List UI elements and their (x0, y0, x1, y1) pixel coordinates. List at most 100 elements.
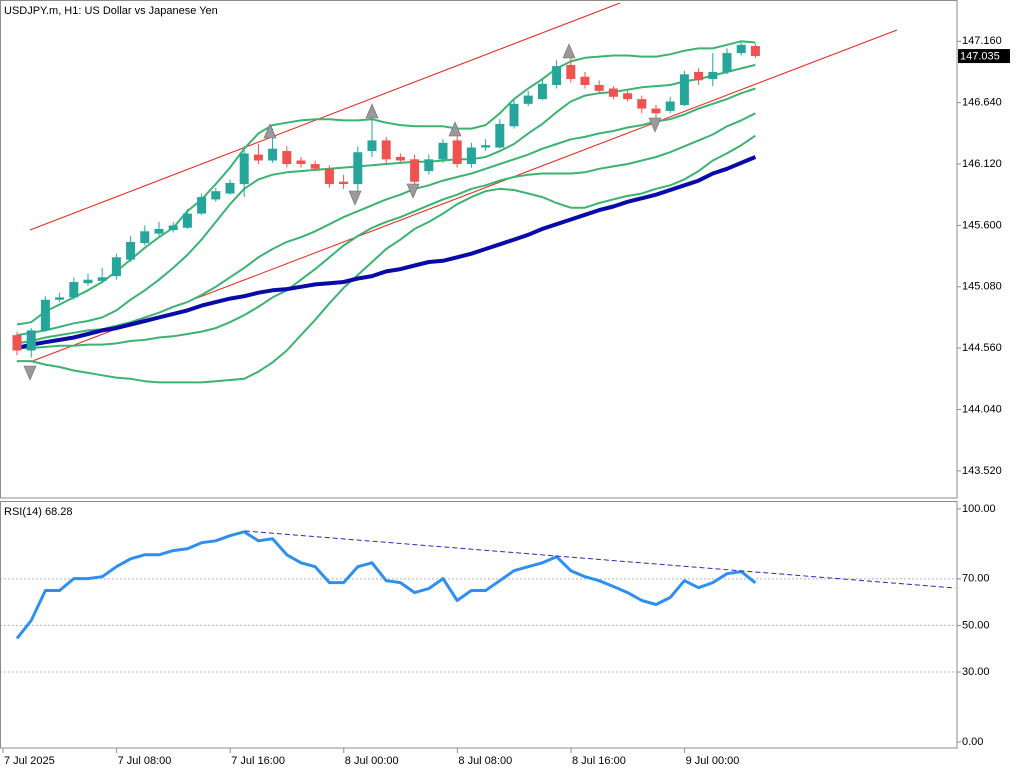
y-tick-label: 147.160 (962, 35, 1002, 47)
candle-body (296, 160, 306, 165)
fractal-down (648, 117, 662, 133)
fractal-down (348, 190, 362, 206)
candle-body (495, 123, 505, 148)
candle-body (452, 140, 462, 165)
candle-body (552, 66, 562, 85)
axes: 143.520 144.040 144.560 145.080 145.600 146.1… (2, 35, 1010, 767)
candle-body (239, 153, 249, 185)
candle-body (339, 181, 349, 185)
y-tick-label: 144.560 (962, 342, 1002, 354)
candle-body (253, 154, 263, 161)
candle-body (111, 257, 121, 277)
candle-body (481, 145, 491, 148)
candle-body (708, 71, 718, 80)
indicator-line (17, 134, 756, 384)
candle-body (211, 191, 221, 200)
fractal-down (406, 183, 420, 199)
candle-body (140, 231, 150, 244)
channel-line (29, 2, 621, 231)
candle-body (594, 84, 604, 91)
candle-body (126, 241, 136, 260)
candle-body (26, 330, 36, 351)
last-price-label: 147.035 (960, 50, 1000, 62)
fractal-down (23, 365, 37, 381)
rsi-frame (0, 501, 958, 749)
candle-body (665, 101, 675, 111)
candle-body (395, 156, 405, 161)
indicator-line (16, 87, 756, 345)
candle-body (637, 99, 647, 109)
y-tick-label: 146.120 (962, 158, 1002, 170)
x-tick-label: 7 Jul 2025 (4, 755, 55, 767)
candle-body (197, 197, 207, 214)
y-tick-label: 146.640 (962, 97, 1002, 109)
indicator-line (16, 40, 756, 326)
x-tick-label: 9 Jul 00:00 (686, 755, 740, 767)
candle-body (750, 46, 760, 57)
fractal-up (263, 123, 277, 139)
candle-body (367, 140, 377, 152)
indicator-line (15, 530, 757, 640)
candle-body (182, 213, 192, 228)
y-tick-label: 145.080 (962, 281, 1002, 293)
candle-body (523, 95, 533, 104)
candle-body (509, 103, 519, 127)
last-price-box (958, 49, 1010, 64)
candle-body (608, 88, 618, 97)
y-tick-label: 30.00 (962, 666, 990, 678)
rsi-title: RSI(14) 68.28 (4, 506, 72, 518)
indicator-line (17, 112, 756, 350)
candle-body (324, 168, 334, 185)
x-tick-label: 7 Jul 16:00 (231, 755, 285, 767)
fractal-up (448, 121, 462, 137)
candle-body (83, 279, 93, 284)
candle-body (566, 64, 576, 80)
candle-body (381, 140, 391, 160)
y-tick-label: 0.00 (962, 736, 983, 748)
candle-body (55, 297, 65, 300)
y-tick-label: 100.00 (962, 503, 996, 515)
rsi-trend-line (244, 530, 956, 589)
y-tick-label: 50.00 (962, 619, 990, 631)
indicator-line (16, 155, 757, 351)
chart-title: USDJPY.m, H1: US Dollar vs Japanese Yen (4, 5, 218, 17)
candle-body (268, 148, 278, 161)
candle-body (282, 151, 292, 165)
candle-body (679, 74, 689, 106)
x-tick-label: 8 Jul 00:00 (345, 755, 399, 767)
y-tick-label: 143.520 (962, 465, 1002, 477)
candle-body (438, 142, 448, 160)
candle-body (12, 335, 22, 351)
y-tick-label: 70.00 (962, 573, 990, 585)
candle-body (154, 228, 164, 234)
y-tick-label: 144.040 (962, 403, 1002, 415)
candle-body (537, 83, 547, 100)
candle-body (580, 76, 590, 85)
candle-body (623, 93, 633, 100)
candle-body (310, 164, 320, 169)
x-tick-label: 8 Jul 16:00 (572, 755, 626, 767)
candle-body (694, 71, 704, 81)
candle-body (651, 108, 661, 114)
fractal-arrows (23, 43, 662, 381)
candle-body (69, 282, 79, 298)
fractal-up (365, 103, 379, 119)
price-plot (12, 40, 760, 384)
candle-body (168, 225, 178, 231)
rsi-plot (0, 530, 957, 673)
y-tick-label: 145.600 (962, 219, 1002, 231)
candle-body (736, 44, 746, 54)
candle-body (225, 182, 235, 194)
candle-body (97, 277, 107, 281)
candle-body (466, 147, 476, 165)
x-tick-label: 7 Jul 08:00 (118, 755, 172, 767)
candle-body (353, 152, 363, 185)
candle-body (40, 299, 50, 331)
candle-body (424, 159, 434, 172)
x-tick-label: 8 Jul 08:00 (458, 755, 512, 767)
price-frame (0, 0, 958, 499)
fractal-up (562, 43, 576, 59)
candle-body (722, 53, 732, 72)
